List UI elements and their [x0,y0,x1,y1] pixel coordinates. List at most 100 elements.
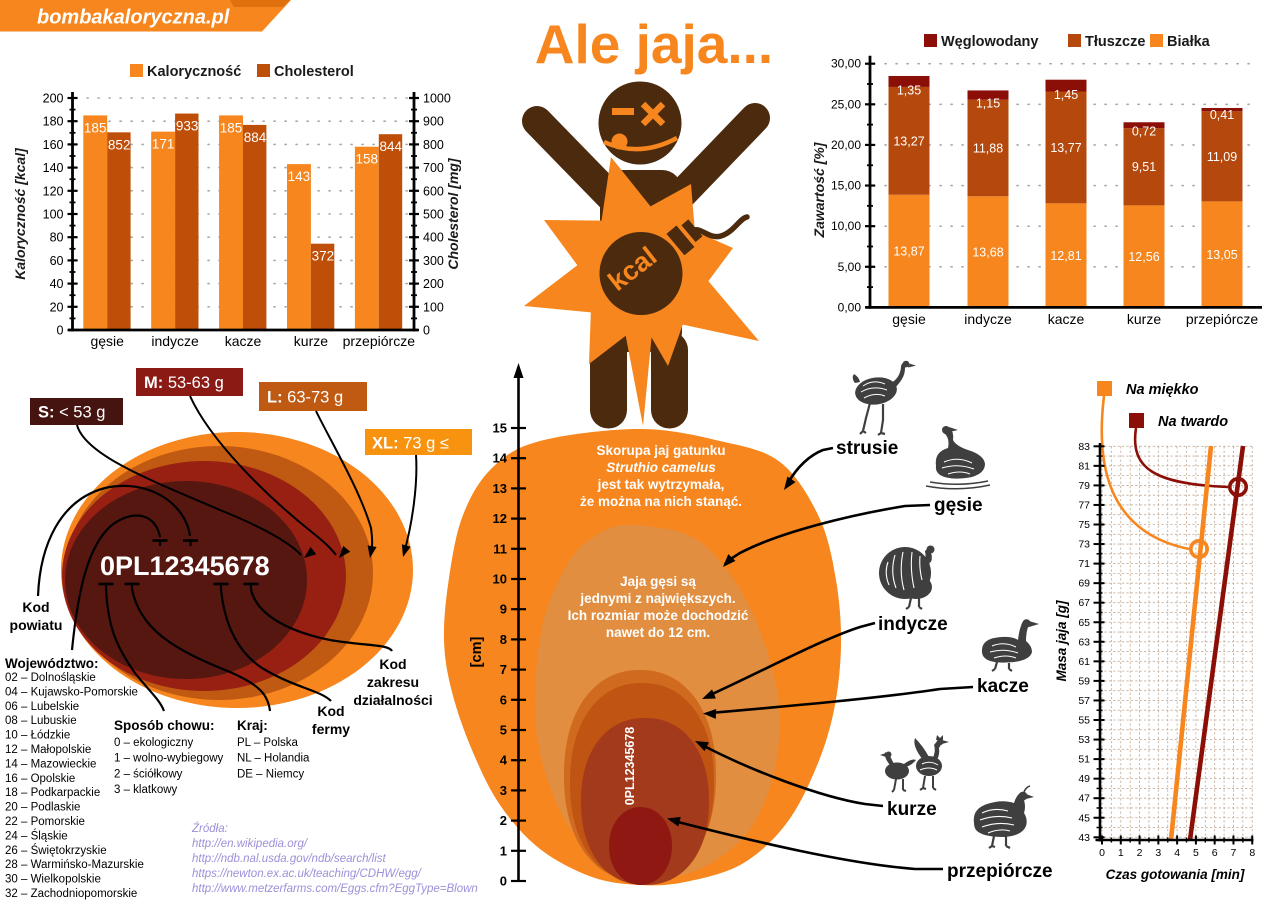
svg-text:77: 77 [1078,499,1090,511]
svg-text:15: 15 [493,421,507,436]
svg-text:2 – ściółkowy: 2 – ściółkowy [114,768,183,780]
svg-text:Kaloryczność: Kaloryczność [147,64,241,80]
svg-text:06 – Lubelskie: 06 – Lubelskie [5,701,79,713]
svg-text:Ale jaja...: Ale jaja... [535,13,773,75]
svg-text:75: 75 [1078,519,1090,531]
svg-text:900: 900 [423,115,444,129]
svg-text:933: 933 [176,119,199,134]
svg-text:59: 59 [1078,675,1090,687]
svg-text:indycze: indycze [878,614,948,635]
svg-text:1 – wolno-wybiegowy: 1 – wolno-wybiegowy [114,753,224,765]
svg-text:200: 200 [43,92,64,106]
svg-text:0,00: 0,00 [838,300,862,314]
svg-text:20: 20 [50,300,64,314]
svg-text:przepiórcze: przepiórcze [1186,311,1259,327]
svg-text:Zawartość [%]: Zawartość [%] [811,141,827,238]
svg-text:60: 60 [50,254,64,268]
svg-text:14 – Mazowieckie: 14 – Mazowieckie [5,758,96,770]
svg-text:8: 8 [1249,847,1255,859]
svg-text:Na twardo: Na twardo [1158,414,1228,430]
svg-text:8: 8 [500,632,507,647]
svg-text:3: 3 [500,783,507,798]
svg-text:Węglowodany: Węglowodany [941,34,1038,50]
svg-text:NL – Holandia: NL – Holandia [237,753,310,765]
svg-text:kacze: kacze [225,333,262,349]
svg-text:55: 55 [1078,715,1090,727]
svg-text:0,41: 0,41 [1210,108,1234,122]
svg-text:140: 140 [43,161,64,175]
svg-text:20,00: 20,00 [831,138,861,152]
svg-text:53: 53 [1078,734,1090,746]
svg-text:25,00: 25,00 [831,97,861,111]
svg-text:1,45: 1,45 [1054,88,1078,102]
svg-text:185: 185 [84,120,107,135]
svg-text:Skorupa jaj gatunku: Skorupa jaj gatunku [596,443,725,458]
svg-text:852: 852 [108,137,131,152]
svg-text:kacze: kacze [977,676,1029,697]
svg-text:że można na nich stanąć.: że można na nich stanąć. [580,494,742,509]
svg-text:http://www.metzerfarms.com/Egg: http://www.metzerfarms.com/Eggs.cfm?EggT… [192,883,478,895]
svg-text:20 – Podlaskie: 20 – Podlaskie [5,802,80,814]
svg-text:500: 500 [423,208,444,222]
svg-text:40: 40 [50,277,64,291]
svg-text:08 – Lubuskie: 08 – Lubuskie [5,715,77,727]
svg-text:65: 65 [1078,617,1090,629]
svg-text:kacze: kacze [1048,311,1085,327]
svg-text:800: 800 [423,138,444,152]
svg-text:Tłuszcze: Tłuszcze [1085,34,1145,50]
svg-text:Źródła:: Źródła: [191,822,228,835]
svg-text:http://en.wikipedia.org/: http://en.wikipedia.org/ [192,838,309,850]
svg-text:80: 80 [50,231,64,245]
svg-text:13,68: 13,68 [972,245,1003,259]
svg-text:71: 71 [1078,558,1090,570]
svg-text:kurze: kurze [294,333,328,349]
svg-text:24 – Śląskie: 24 – Śląskie [5,829,68,842]
svg-text:fermy: fermy [312,721,350,737]
svg-text:5: 5 [500,723,507,738]
svg-text:5,00: 5,00 [838,260,862,274]
svg-text:16 – Opolskie: 16 – Opolskie [5,773,75,785]
svg-text:18 – Podkarpackie: 18 – Podkarpackie [5,787,100,799]
svg-text:400: 400 [423,231,444,245]
svg-text:http://ndb.nal.usda.gov/ndb/se: http://ndb.nal.usda.gov/ndb/search/list [192,853,387,865]
svg-text:47: 47 [1078,793,1090,805]
svg-text:13,77: 13,77 [1050,141,1081,155]
svg-text:10,00: 10,00 [831,219,861,233]
svg-text:81: 81 [1078,460,1090,472]
svg-text:69: 69 [1078,578,1090,590]
svg-text:61: 61 [1078,656,1090,668]
svg-text:0 – ekologiczny: 0 – ekologiczny [114,737,194,749]
svg-text:9: 9 [500,602,507,617]
svg-text:indycze: indycze [151,333,199,349]
svg-text:15,00: 15,00 [831,179,861,193]
svg-text:jest tak wytrzymała,: jest tak wytrzymała, [597,477,725,492]
svg-text:0PL12345678: 0PL12345678 [100,551,270,581]
svg-text:200: 200 [423,277,444,291]
svg-text:73: 73 [1078,539,1090,551]
svg-text:nawet do 12 cm.: nawet do 12 cm. [606,625,710,640]
svg-text:1: 1 [1118,847,1124,859]
svg-text:zakresu: zakresu [367,674,419,690]
svg-text:Kaloryczność [kcal]: Kaloryczność [kcal] [12,147,28,280]
svg-text:1,15: 1,15 [976,96,1000,110]
svg-text:600: 600 [423,184,444,198]
svg-text:Cholesterol [mg]: Cholesterol [mg] [445,157,461,270]
svg-text:11,88: 11,88 [973,142,1003,156]
svg-text:120: 120 [43,184,64,198]
svg-text:83: 83 [1078,441,1090,453]
svg-text:49: 49 [1078,773,1090,785]
svg-text:13,87: 13,87 [893,245,924,259]
svg-text:51: 51 [1078,754,1090,766]
svg-text:Kod: Kod [22,599,49,615]
svg-text:57: 57 [1078,695,1090,707]
svg-text:4: 4 [500,753,508,768]
svg-text:12 – Małopolskie: 12 – Małopolskie [5,744,91,756]
svg-text:11: 11 [493,541,507,556]
svg-text:63: 63 [1078,636,1090,648]
svg-text:0,72: 0,72 [1132,125,1156,139]
svg-text:13,05: 13,05 [1206,248,1237,262]
svg-text:3: 3 [1155,847,1161,859]
svg-text:143: 143 [288,169,311,184]
svg-text:0: 0 [57,324,64,338]
svg-text:https://newton.ex.ac.uk/teachi: https://newton.ex.ac.uk/teaching/CDHW/eg… [192,868,423,880]
